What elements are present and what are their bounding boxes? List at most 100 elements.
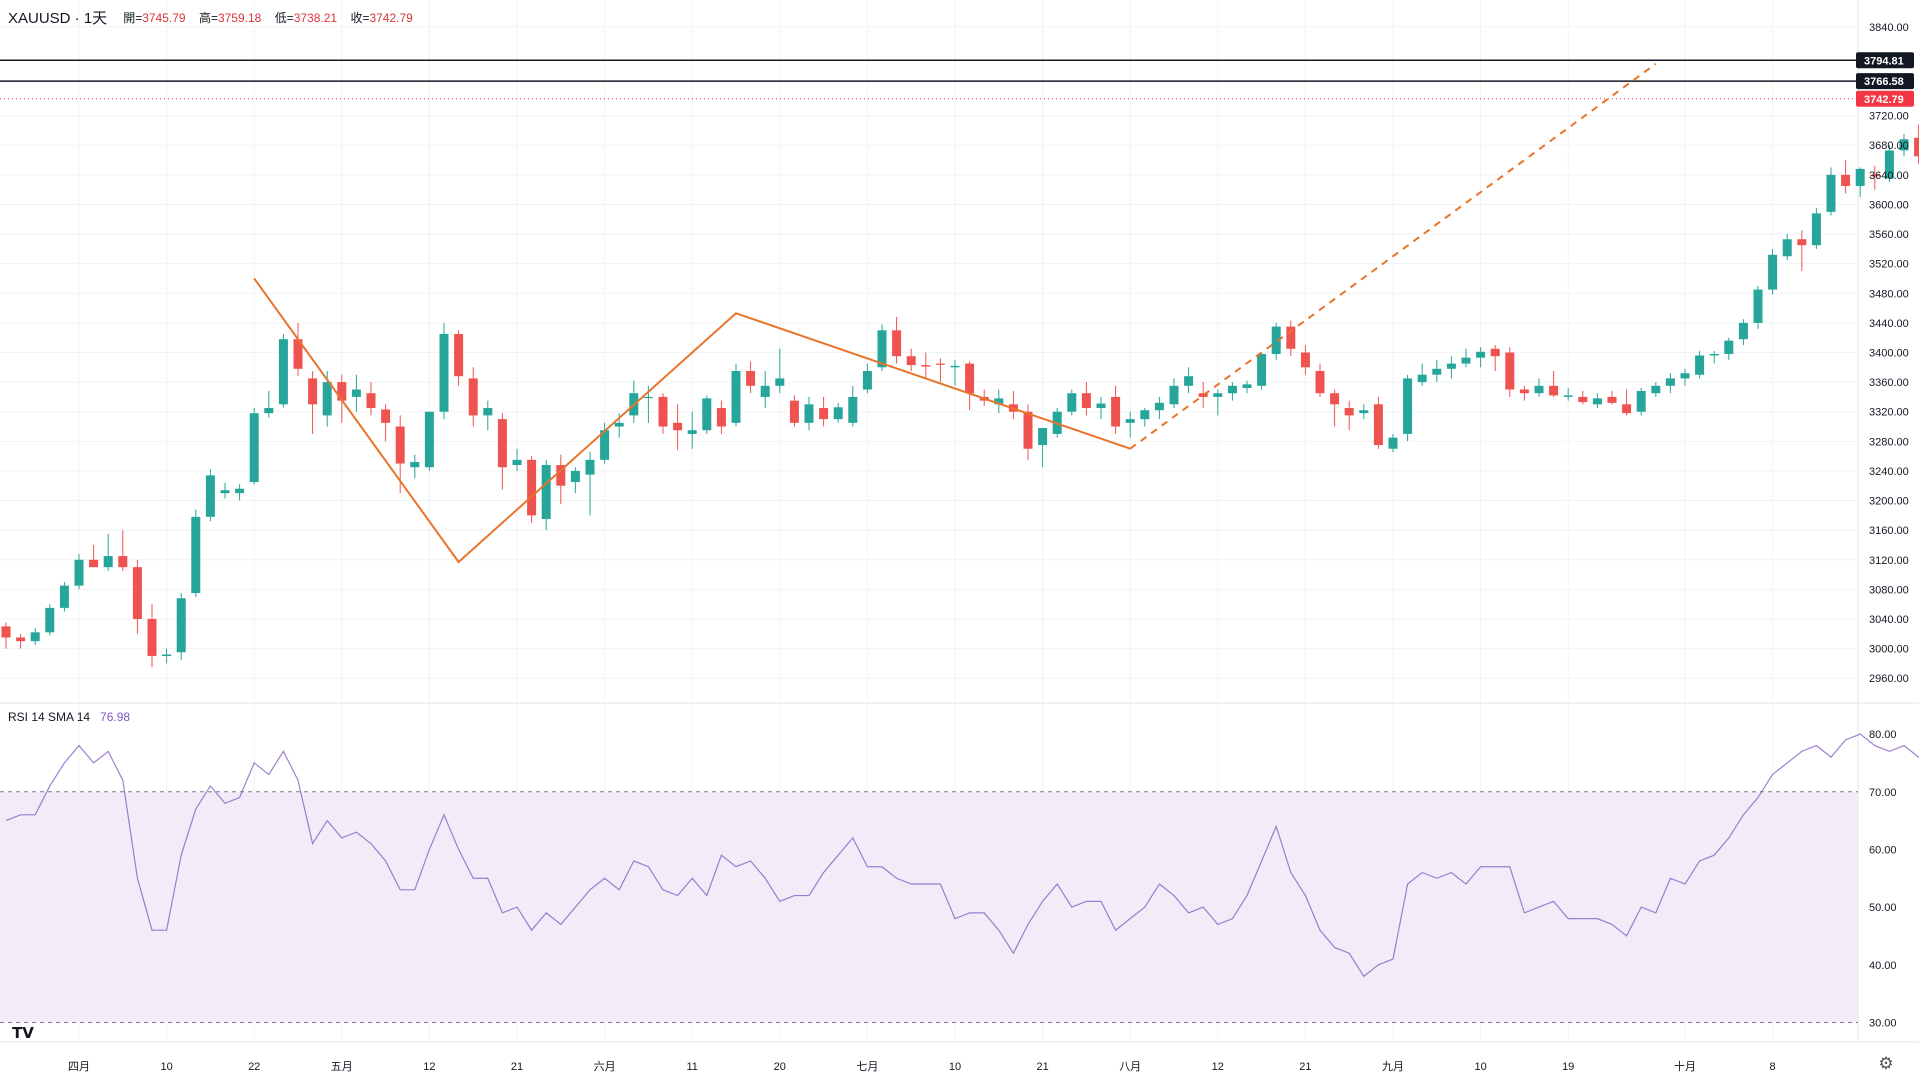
candle-up bbox=[775, 378, 785, 386]
price-badge-label: 3742.79 bbox=[1864, 94, 1904, 106]
candle-up bbox=[1724, 340, 1734, 354]
price-axis-tick: 3400.00 bbox=[1869, 348, 1909, 360]
candle-up bbox=[410, 462, 420, 468]
price-axis-tick: 3200.00 bbox=[1869, 496, 1909, 508]
candle-up bbox=[1855, 168, 1865, 186]
price-line-badge bbox=[1856, 52, 1914, 69]
candle-up bbox=[264, 408, 274, 414]
price-axis-tick: 3440.00 bbox=[1869, 318, 1909, 330]
tradingview-logo-icon[interactable]: TV bbox=[12, 1024, 34, 1042]
price-axis-tick: 3680.00 bbox=[1869, 140, 1909, 152]
candle-down bbox=[1549, 385, 1559, 396]
candle-up bbox=[278, 339, 288, 405]
rsi-band bbox=[0, 791, 1858, 1023]
candle-down bbox=[118, 556, 128, 568]
candle-up bbox=[1534, 385, 1544, 394]
rsi-axis-tick: 60.00 bbox=[1869, 844, 1897, 856]
candle-down bbox=[1841, 174, 1851, 186]
rsi-axis-tick: 30.00 bbox=[1869, 1017, 1897, 1029]
time-axis-tick: 19 bbox=[1562, 1061, 1574, 1073]
rsi-legend[interactable]: RSI 14 SMA 14 76.98 bbox=[8, 710, 130, 724]
candle-down bbox=[1622, 404, 1632, 414]
time-axis-tick: 11 bbox=[686, 1061, 697, 1073]
candle-down bbox=[658, 396, 668, 427]
candle-up bbox=[439, 333, 449, 412]
candle-up bbox=[1067, 393, 1077, 412]
gear-icon[interactable]: ⚙ bbox=[1878, 1054, 1894, 1074]
time-axis-tick: 七月 bbox=[856, 1060, 878, 1073]
candle-down bbox=[308, 378, 318, 405]
time-axis-tick: 20 bbox=[774, 1061, 786, 1073]
time-axis-tick: 21 bbox=[1299, 1061, 1311, 1073]
candle-up bbox=[1563, 395, 1573, 397]
candle-up bbox=[1213, 393, 1223, 397]
candle-up bbox=[1140, 410, 1150, 420]
candle-down bbox=[1330, 393, 1340, 405]
candle-up bbox=[1359, 410, 1369, 414]
candle-up bbox=[103, 556, 113, 568]
candle-up bbox=[585, 459, 595, 475]
candle-up bbox=[760, 385, 770, 397]
low-value: 3738.21 bbox=[293, 10, 338, 25]
price-axis-tick: 3480.00 bbox=[1869, 288, 1909, 300]
candle-up bbox=[1257, 353, 1267, 386]
candle-up bbox=[1125, 419, 1135, 423]
candle-up bbox=[1651, 385, 1661, 394]
candle-up bbox=[1665, 378, 1675, 386]
candle-up bbox=[1388, 437, 1398, 449]
price-badge-label: 3794.81 bbox=[1864, 55, 1904, 67]
dashed-trend-line[interactable] bbox=[1129, 63, 1657, 450]
candle-up bbox=[643, 396, 653, 399]
candle-up bbox=[1592, 398, 1602, 405]
candle-down bbox=[1081, 393, 1091, 409]
rsi-label: RSI 14 SMA 14 bbox=[8, 710, 91, 724]
candle-up bbox=[1096, 403, 1106, 409]
candle-up bbox=[1680, 373, 1690, 379]
candle-down bbox=[366, 393, 376, 409]
price-badge-label: 3766.58 bbox=[1864, 76, 1904, 88]
candle-down bbox=[1914, 137, 1919, 157]
time-axis-tick: 四月 bbox=[68, 1061, 90, 1073]
candle-down bbox=[395, 426, 405, 464]
candle-up bbox=[687, 430, 697, 434]
symbol-title[interactable]: XAUUSD · 1天 bbox=[8, 9, 108, 27]
candle-down bbox=[746, 371, 756, 386]
candle-up bbox=[1782, 239, 1792, 257]
candle-down bbox=[1344, 408, 1354, 416]
close-label: 收= bbox=[350, 10, 370, 25]
candle-up bbox=[614, 422, 624, 427]
candle-down bbox=[381, 409, 391, 423]
candle-down bbox=[965, 363, 975, 394]
zigzag-drawing[interactable] bbox=[253, 277, 1131, 564]
candle-up bbox=[1884, 150, 1894, 179]
candle-up bbox=[600, 430, 610, 460]
candle-down bbox=[1505, 352, 1515, 390]
candle-down bbox=[935, 363, 945, 365]
time-axis-tick: 10 bbox=[1474, 1061, 1486, 1073]
candle-up bbox=[322, 382, 332, 416]
low-label: 低= bbox=[274, 10, 294, 25]
candle-up bbox=[59, 585, 69, 608]
candle-up bbox=[512, 459, 522, 466]
candle-down bbox=[921, 365, 931, 367]
candle-down bbox=[1300, 352, 1310, 368]
candle-up bbox=[1403, 378, 1413, 434]
candle-up bbox=[1271, 326, 1281, 354]
candle-down bbox=[293, 339, 303, 369]
candle-down bbox=[147, 618, 157, 656]
candle-up bbox=[1738, 322, 1748, 340]
candle-up bbox=[833, 407, 843, 420]
candle-up bbox=[424, 411, 434, 468]
candle-up bbox=[483, 408, 493, 416]
close-value: 3742.79 bbox=[369, 10, 413, 25]
candle-up bbox=[1811, 213, 1821, 246]
candle-up bbox=[1826, 174, 1836, 212]
candle-down bbox=[1373, 404, 1383, 446]
price-axis-tick: 3240.00 bbox=[1869, 466, 1909, 478]
time-axis-tick: 21 bbox=[1036, 1061, 1048, 1073]
time-axis-tick: 8 bbox=[1770, 1061, 1776, 1073]
candle-down bbox=[1870, 174, 1880, 177]
candle-up bbox=[702, 398, 712, 431]
candle-up bbox=[804, 404, 814, 423]
